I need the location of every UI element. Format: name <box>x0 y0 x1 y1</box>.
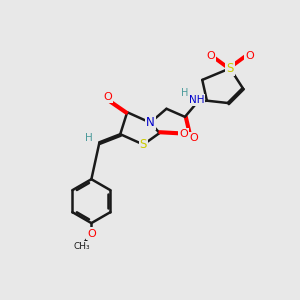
Text: CH₃: CH₃ <box>74 242 91 251</box>
Text: O: O <box>87 229 96 238</box>
Text: H: H <box>181 88 189 98</box>
Text: H: H <box>85 133 93 143</box>
Text: NH: NH <box>189 95 204 105</box>
Text: O: O <box>179 129 188 139</box>
Text: S: S <box>226 62 234 75</box>
Text: O: O <box>190 133 199 142</box>
Text: O: O <box>206 51 215 61</box>
Text: O: O <box>103 92 112 102</box>
Text: O: O <box>245 51 254 61</box>
Text: N: N <box>146 116 155 129</box>
Text: S: S <box>140 138 147 151</box>
